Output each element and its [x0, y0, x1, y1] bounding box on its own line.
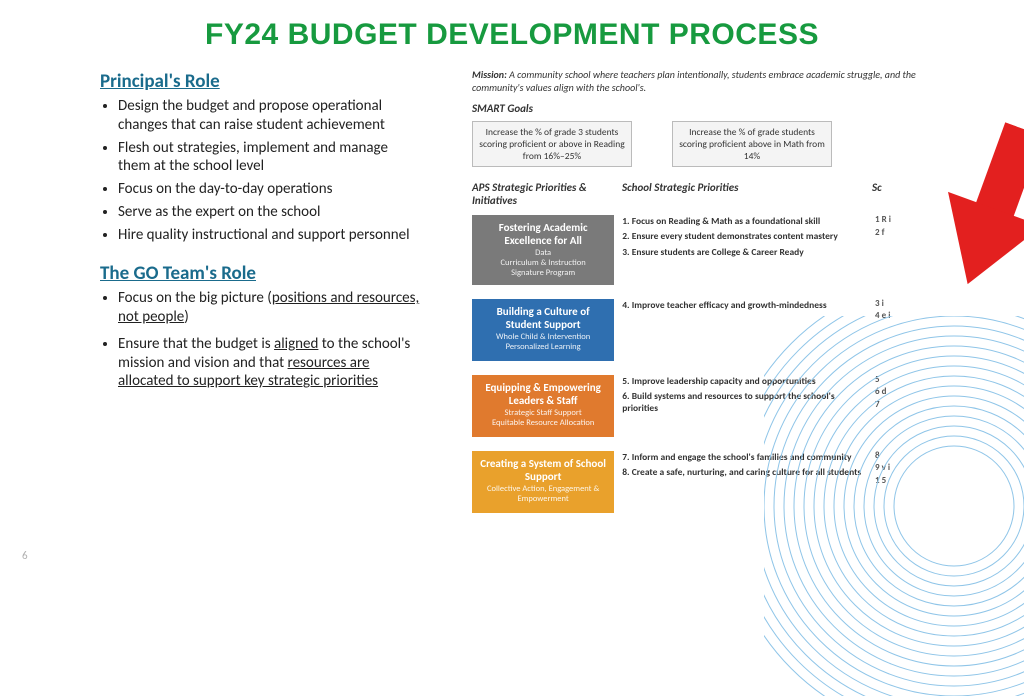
- col-header-2: School Strategic Priorities: [622, 181, 872, 207]
- badge-title: Fostering Academic Excellence for All: [478, 221, 608, 247]
- stub-text: 5: [875, 375, 924, 386]
- stub-text: 1 5: [875, 476, 924, 487]
- priority-item: 2. Ensure every student demonstrates con…: [622, 230, 867, 242]
- right-column: Mission: A community school where teache…: [440, 62, 984, 395]
- stub-text: 3 i: [875, 299, 924, 310]
- priority-row: Creating a System of School SupportColle…: [460, 447, 930, 517]
- page-title: FY24 BUDGET DEVELOPMENT PROCESS: [0, 0, 1024, 62]
- mission-label: Mission:: [472, 68, 507, 81]
- right-stub-col: 56 d 7: [875, 375, 924, 413]
- badge-sub: Collective Action, Engagement & Empowerm…: [478, 485, 608, 505]
- principal-role-heading: Principal's Role: [100, 70, 420, 93]
- priority-list: 4. Improve teacher efficacy and growth-m…: [622, 299, 867, 314]
- mission-text: A community school where teachers plan i…: [472, 68, 916, 94]
- text: Focus on the big picture (: [118, 289, 272, 307]
- right-stub-col: 3 i4 e i: [875, 299, 924, 325]
- list-item: Focus on the day-to-day operations: [118, 180, 420, 199]
- col-header-1: APS Strategic Priorities & Initiatives: [472, 181, 622, 207]
- priority-list: 1. Focus on Reading & Math as a foundati…: [622, 215, 867, 261]
- stub-text: 4 e i: [875, 311, 924, 322]
- goals-row: Increase the % of grade 3 students scori…: [460, 117, 930, 171]
- text-underlined: aligned: [274, 335, 318, 353]
- text: ): [184, 308, 189, 326]
- badge-sub: Signature Program: [478, 269, 608, 279]
- list-item: Design the budget and propose operationa…: [118, 97, 420, 135]
- priority-row: Equipping & Empowering Leaders & StaffSt…: [460, 371, 930, 441]
- list-item: Hire quality instructional and support p…: [118, 226, 420, 245]
- go-team-role-heading: The GO Team's Role: [100, 262, 420, 285]
- badge-sub: Personalized Learning: [478, 343, 608, 353]
- embedded-document: Mission: A community school where teache…: [460, 62, 930, 542]
- priority-item: 3. Ensure students are College & Career …: [622, 246, 867, 258]
- content-area: Principal's Role Design the budget and p…: [0, 62, 1024, 395]
- priority-badge: Creating a System of School SupportColle…: [472, 451, 614, 513]
- list-item: Flesh out strategies, implement and mana…: [118, 139, 420, 177]
- smart-goals-label: SMART Goals: [460, 98, 930, 117]
- principal-role-list: Design the budget and propose operationa…: [100, 97, 420, 244]
- priority-item: 4. Improve teacher efficacy and growth-m…: [622, 299, 867, 311]
- go-team-role-list: Focus on the big picture (positions and …: [100, 289, 420, 391]
- column-headers: APS Strategic Priorities & Initiatives S…: [460, 171, 930, 211]
- mission-statement: Mission: A community school where teache…: [460, 62, 930, 98]
- badge-title: Equipping & Empowering Leaders & Staff: [478, 381, 608, 407]
- list-item: Focus on the big picture (positions and …: [118, 289, 420, 327]
- badge-sub: Equitable Resource Allocation: [478, 419, 608, 429]
- left-column: Principal's Role Design the budget and p…: [100, 62, 440, 395]
- priority-list: 7. Inform and engage the school's famili…: [622, 451, 867, 482]
- priority-badge: Building a Culture of Student SupportWho…: [472, 299, 614, 361]
- text: Ensure that the budget is: [118, 335, 274, 353]
- page-number: 6: [22, 549, 28, 562]
- priority-row: Fostering Academic Excellence for AllDat…: [460, 211, 930, 289]
- stub-text: 8: [875, 451, 924, 462]
- goal-box-2: Increase the % of grade students scoring…: [672, 121, 832, 167]
- priority-item: 7. Inform and engage the school's famili…: [622, 451, 867, 463]
- priority-badge: Equipping & Empowering Leaders & StaffSt…: [472, 375, 614, 437]
- priority-item: 8. Create a safe, nurturing, and caring …: [622, 466, 867, 478]
- priority-rows: Fostering Academic Excellence for AllDat…: [460, 211, 930, 517]
- priority-list: 5. Improve leadership capacity and oppor…: [622, 375, 867, 418]
- goal-box-1: Increase the % of grade 3 students scori…: [472, 121, 632, 167]
- list-item: Ensure that the budget is aligned to the…: [118, 335, 420, 391]
- priority-item: 5. Improve leadership capacity and oppor…: [622, 375, 867, 387]
- stub-text: 6 d: [875, 387, 924, 398]
- priority-item: 1. Focus on Reading & Math as a foundati…: [622, 215, 867, 227]
- list-item: Serve as the expert on the school: [118, 203, 420, 222]
- priority-badge: Fostering Academic Excellence for AllDat…: [472, 215, 614, 285]
- col-header-3: Sc: [872, 181, 912, 207]
- stub-text: 7: [875, 400, 924, 411]
- badge-title: Building a Culture of Student Support: [478, 305, 608, 331]
- stub-text: 9 v i: [875, 463, 924, 474]
- priority-item: 6. Build systems and resources to suppor…: [622, 390, 867, 415]
- priority-row: Building a Culture of Student SupportWho…: [460, 295, 930, 365]
- badge-title: Creating a System of School Support: [478, 457, 608, 483]
- right-stub-col: 89 v i 1 5: [875, 451, 924, 489]
